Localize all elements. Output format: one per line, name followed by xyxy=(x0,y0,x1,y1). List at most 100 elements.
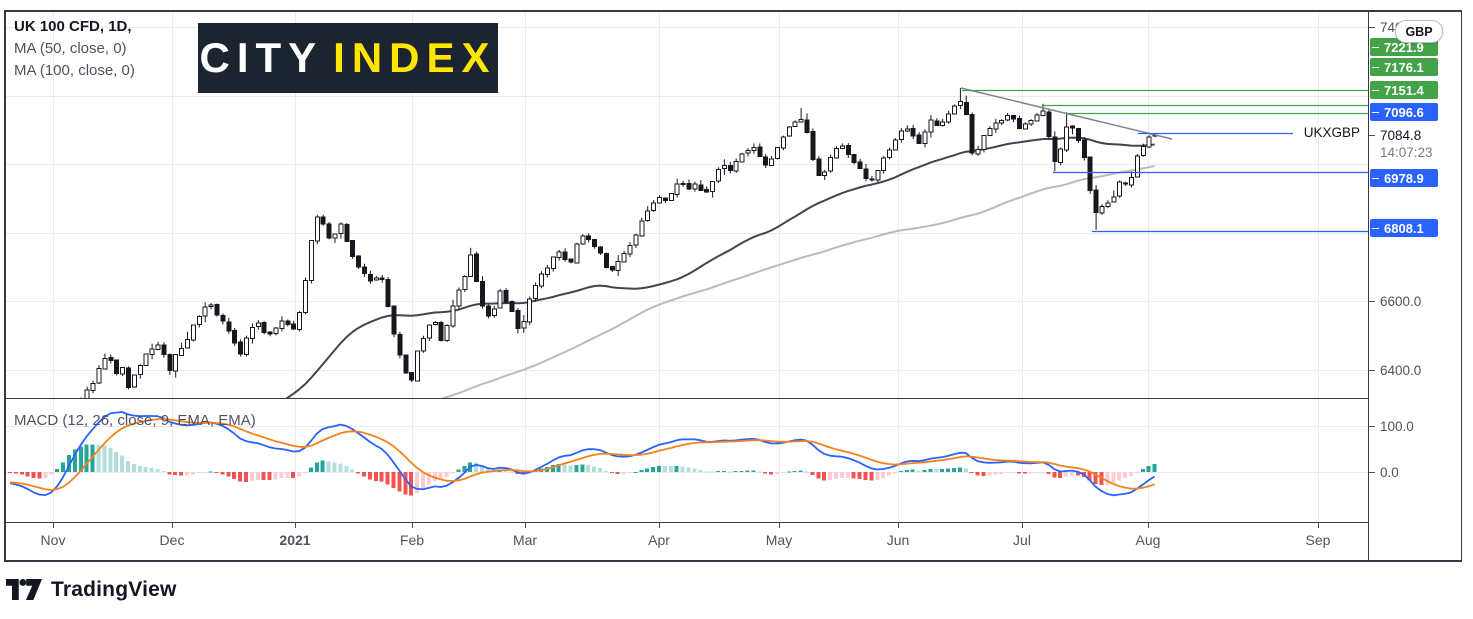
macd-histogram-bar xyxy=(438,472,443,480)
macd-pane[interactable] xyxy=(6,398,1368,522)
time-axis-label[interactable]: Mar xyxy=(512,532,538,548)
macd-histogram-bar xyxy=(1075,472,1080,476)
macd-line[interactable] xyxy=(9,411,1156,497)
time-axis-label[interactable]: Jun xyxy=(886,532,910,548)
candle-up xyxy=(373,277,379,281)
macd-histogram-bar xyxy=(297,472,302,477)
macd-histogram-bar xyxy=(108,448,113,472)
candle-up xyxy=(946,113,952,123)
candle-down xyxy=(480,280,485,307)
macd-histogram-bar xyxy=(556,464,561,472)
macd-histogram-bar xyxy=(49,472,54,475)
tradingview-wordmark: TradingView xyxy=(51,577,177,601)
candle-up xyxy=(674,183,680,195)
macd-histogram-bar xyxy=(43,472,48,478)
macd-histogram-bar xyxy=(993,472,998,475)
macd-histogram-bar xyxy=(1011,472,1015,473)
macd-histogram-bar xyxy=(385,472,390,485)
macd-chart-canvas[interactable] xyxy=(6,399,1368,521)
time-axis-label[interactable]: Sep xyxy=(1305,532,1331,548)
candle-up xyxy=(544,267,550,276)
candle-up xyxy=(999,120,1005,124)
macd-histogram-bar xyxy=(763,472,768,474)
macd-histogram-bar xyxy=(1134,472,1139,473)
time-axis-label[interactable]: Aug xyxy=(1135,532,1161,548)
price-level-label-7176.1: 7176.1 xyxy=(1370,58,1438,76)
candle-down xyxy=(238,341,244,355)
candle-up xyxy=(90,382,96,392)
candle-up xyxy=(733,160,739,172)
candle-up xyxy=(987,128,993,136)
macd-histogram-bar xyxy=(480,465,484,472)
time-axis-tick xyxy=(659,523,660,528)
time-axis-label[interactable]: Nov xyxy=(40,532,66,548)
candle-down xyxy=(603,253,609,268)
candle-down xyxy=(515,310,521,330)
macd-histogram-bar xyxy=(952,468,956,472)
candle-up xyxy=(533,285,539,300)
macd-histogram-bar xyxy=(863,472,868,481)
macd-histogram-bar xyxy=(185,472,189,476)
macd-histogram-bar xyxy=(462,466,467,472)
macd-histogram-bar xyxy=(90,444,95,472)
price-level-label-6808.1: 6808.1 xyxy=(1370,219,1438,237)
candle-up xyxy=(444,325,450,342)
macd-histogram-bar xyxy=(804,471,809,473)
descending-trendline[interactable] xyxy=(960,87,1173,140)
time-axis-label[interactable]: Dec xyxy=(159,532,185,548)
macd-histogram-bar xyxy=(226,472,231,477)
candle-down xyxy=(845,145,851,156)
macd-histogram-bar xyxy=(987,472,992,476)
time-axis[interactable]: Nov Dec 2021 Feb Mar Apr May Jun Jul Aug Sep xyxy=(6,522,1368,561)
candle-up xyxy=(875,169,881,181)
candle-down xyxy=(1070,125,1075,129)
time-axis-label[interactable]: Apr xyxy=(648,532,670,548)
candle-down xyxy=(379,277,385,281)
ma100-line[interactable] xyxy=(10,165,1155,398)
candle-up xyxy=(798,118,804,123)
macd-histogram-bar xyxy=(592,466,597,472)
macd-histogram-bar xyxy=(839,472,844,478)
candle-down xyxy=(686,183,692,190)
macd-signal-line[interactable] xyxy=(9,417,1155,491)
candle-up xyxy=(314,216,320,242)
macd-histogram-bar xyxy=(999,472,1004,474)
time-axis-label[interactable]: May xyxy=(765,532,793,548)
macd-histogram-bar xyxy=(586,464,591,472)
macd-histogram-bar xyxy=(267,472,272,480)
candle-up xyxy=(657,197,662,204)
macd-histogram-bar xyxy=(19,472,24,475)
candle-up xyxy=(273,327,279,334)
candle-down xyxy=(214,303,220,316)
macd-histogram-bar xyxy=(609,472,614,474)
candle-up xyxy=(1105,202,1111,207)
currency-toggle-button[interactable]: GBP xyxy=(1395,20,1443,43)
candle-down xyxy=(485,305,491,317)
time-axis-label[interactable]: 2021 xyxy=(279,532,311,548)
macd-histogram-bar xyxy=(208,471,213,473)
candle-up xyxy=(521,320,527,329)
candle-up xyxy=(556,251,562,258)
macd-histogram-bar xyxy=(31,472,36,479)
candle-up xyxy=(775,147,780,160)
macd-histogram-bar xyxy=(969,472,974,474)
macd-histogram-bar xyxy=(367,472,372,480)
macd-histogram-bar xyxy=(120,455,125,472)
time-axis-label[interactable]: Feb xyxy=(399,532,425,548)
macd-histogram-bar xyxy=(621,472,626,474)
candle-down xyxy=(226,321,232,332)
candle-up xyxy=(1117,181,1123,197)
ma50-line[interactable] xyxy=(10,136,1155,398)
tradingview-attribution[interactable]: TradingView xyxy=(6,576,177,603)
macd-histogram-bar xyxy=(745,470,750,472)
macd-histogram-bar xyxy=(179,472,184,476)
macd-histogram-bar xyxy=(67,455,71,472)
time-axis-label[interactable]: Jul xyxy=(1013,532,1031,548)
candle-up xyxy=(539,273,544,287)
candle-down xyxy=(1046,111,1052,137)
macd-histogram-bar xyxy=(78,446,83,472)
candle-up xyxy=(255,322,261,328)
macd-histogram-bar xyxy=(1040,472,1045,473)
price-axis[interactable]: 7084.8 14:07:23 GBP 7400.06600.06400.010… xyxy=(1368,12,1461,560)
candle-up xyxy=(952,105,957,115)
